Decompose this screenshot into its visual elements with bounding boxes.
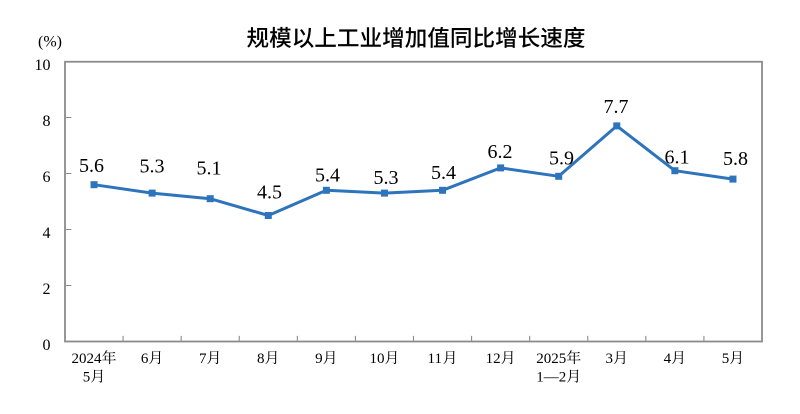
svg-text:6: 6	[141, 351, 149, 367]
svg-text:12: 12	[486, 351, 501, 367]
svg-text:0: 0	[43, 337, 51, 354]
svg-text:5.9: 5.9	[549, 148, 574, 170]
svg-text:7: 7	[199, 351, 207, 367]
svg-text:5.6: 5.6	[79, 155, 104, 177]
svg-text:6: 6	[43, 169, 51, 186]
svg-text:4: 4	[664, 351, 672, 367]
svg-text:4: 4	[43, 225, 51, 242]
svg-text:9: 9	[315, 351, 323, 367]
svg-text:5.3: 5.3	[374, 167, 399, 189]
svg-text:5.4: 5.4	[315, 165, 340, 187]
svg-text:10: 10	[35, 57, 51, 74]
svg-text:8: 8	[43, 113, 51, 130]
svg-text:3: 3	[606, 351, 614, 367]
svg-text:5.8: 5.8	[723, 148, 748, 170]
svg-text:2024: 2024	[72, 351, 103, 367]
svg-text:4.5: 4.5	[257, 182, 282, 204]
svg-text:1—2: 1—2	[536, 370, 566, 386]
svg-text:5: 5	[722, 351, 730, 367]
svg-text:10: 10	[369, 351, 384, 367]
svg-text:2025: 2025	[536, 351, 566, 367]
svg-text:6.1: 6.1	[665, 147, 690, 169]
svg-text:8: 8	[257, 351, 265, 367]
svg-text:6.2: 6.2	[488, 141, 513, 163]
svg-text:5.4: 5.4	[431, 162, 456, 184]
svg-text:7.7: 7.7	[604, 96, 629, 118]
svg-text:(%): (%)	[38, 34, 62, 51]
svg-text:2: 2	[43, 281, 51, 298]
svg-text:11: 11	[428, 351, 442, 367]
svg-text:5.1: 5.1	[197, 157, 222, 179]
svg-text:5: 5	[83, 370, 91, 386]
svg-text:5.3: 5.3	[140, 156, 165, 178]
